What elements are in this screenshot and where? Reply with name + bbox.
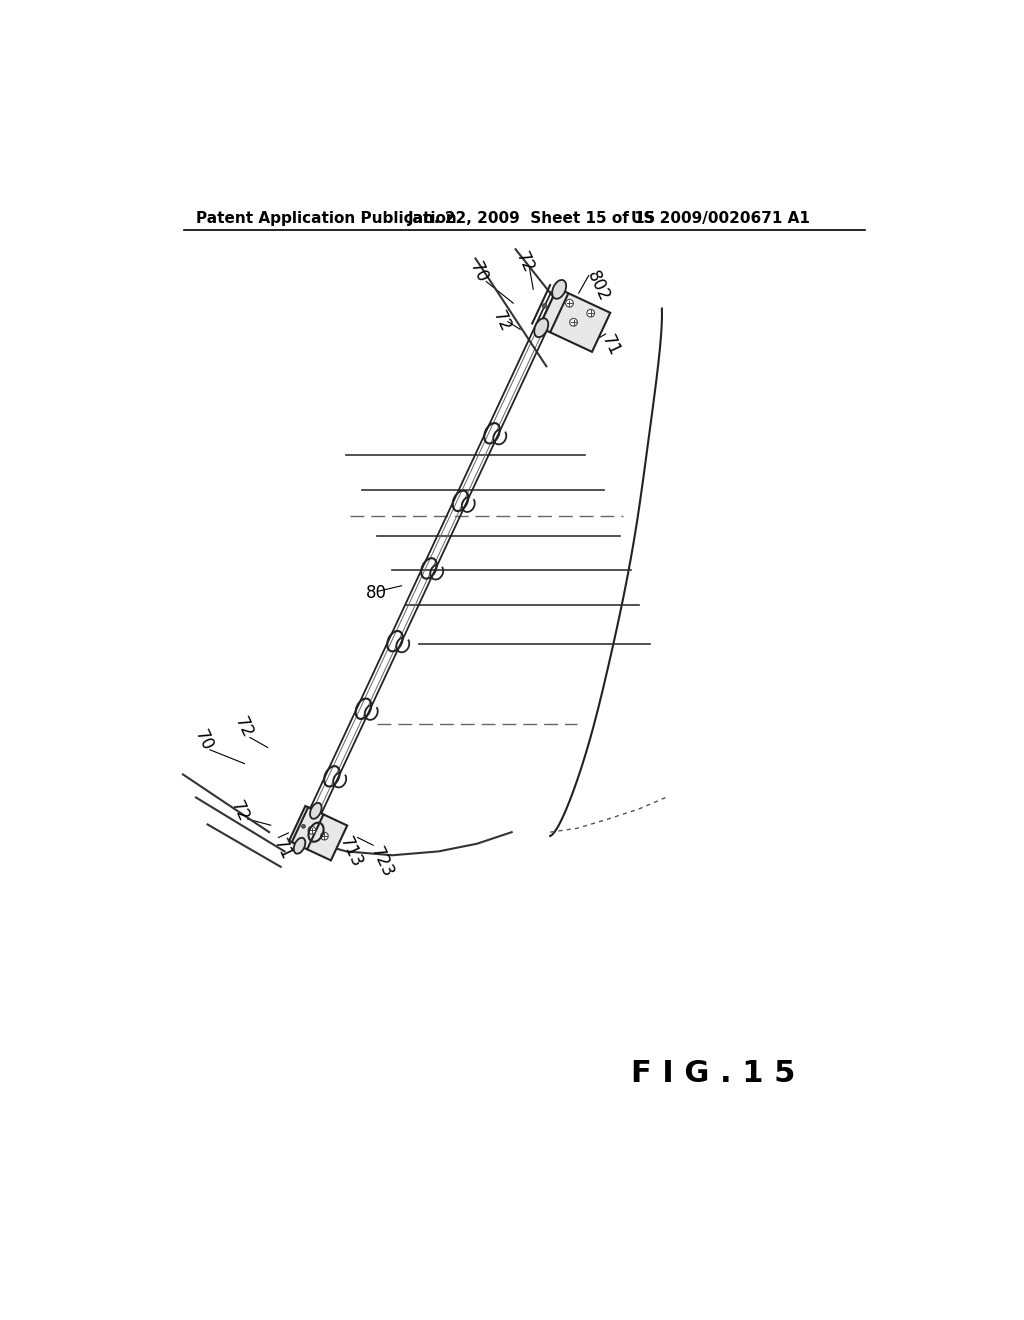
Polygon shape <box>289 807 347 861</box>
Circle shape <box>321 833 329 840</box>
Text: 72: 72 <box>512 249 538 276</box>
Ellipse shape <box>552 280 566 298</box>
Ellipse shape <box>535 318 548 337</box>
Text: F I G . 1 5: F I G . 1 5 <box>631 1059 796 1088</box>
Circle shape <box>587 309 595 317</box>
Text: Jan. 22, 2009  Sheet 15 of 15: Jan. 22, 2009 Sheet 15 of 15 <box>408 211 656 226</box>
Text: 70: 70 <box>466 259 492 285</box>
Text: 70: 70 <box>190 727 216 754</box>
Text: Patent Application Publication: Patent Application Publication <box>196 211 457 226</box>
Text: 71: 71 <box>598 331 624 359</box>
Text: 72: 72 <box>227 797 253 825</box>
Polygon shape <box>539 288 610 352</box>
Circle shape <box>543 304 547 309</box>
Text: 71: 71 <box>270 836 296 863</box>
Ellipse shape <box>294 838 305 854</box>
Text: 72: 72 <box>230 714 256 742</box>
Text: US 2009/0020671 A1: US 2009/0020671 A1 <box>631 211 810 226</box>
Text: 72: 72 <box>489 309 514 335</box>
Ellipse shape <box>310 803 322 818</box>
Circle shape <box>569 318 578 326</box>
Text: 723: 723 <box>368 843 397 880</box>
Text: 713: 713 <box>337 834 367 871</box>
Circle shape <box>565 300 573 308</box>
Circle shape <box>308 826 315 834</box>
Text: 802: 802 <box>583 268 612 305</box>
Circle shape <box>301 825 305 828</box>
Text: 80: 80 <box>366 585 386 602</box>
